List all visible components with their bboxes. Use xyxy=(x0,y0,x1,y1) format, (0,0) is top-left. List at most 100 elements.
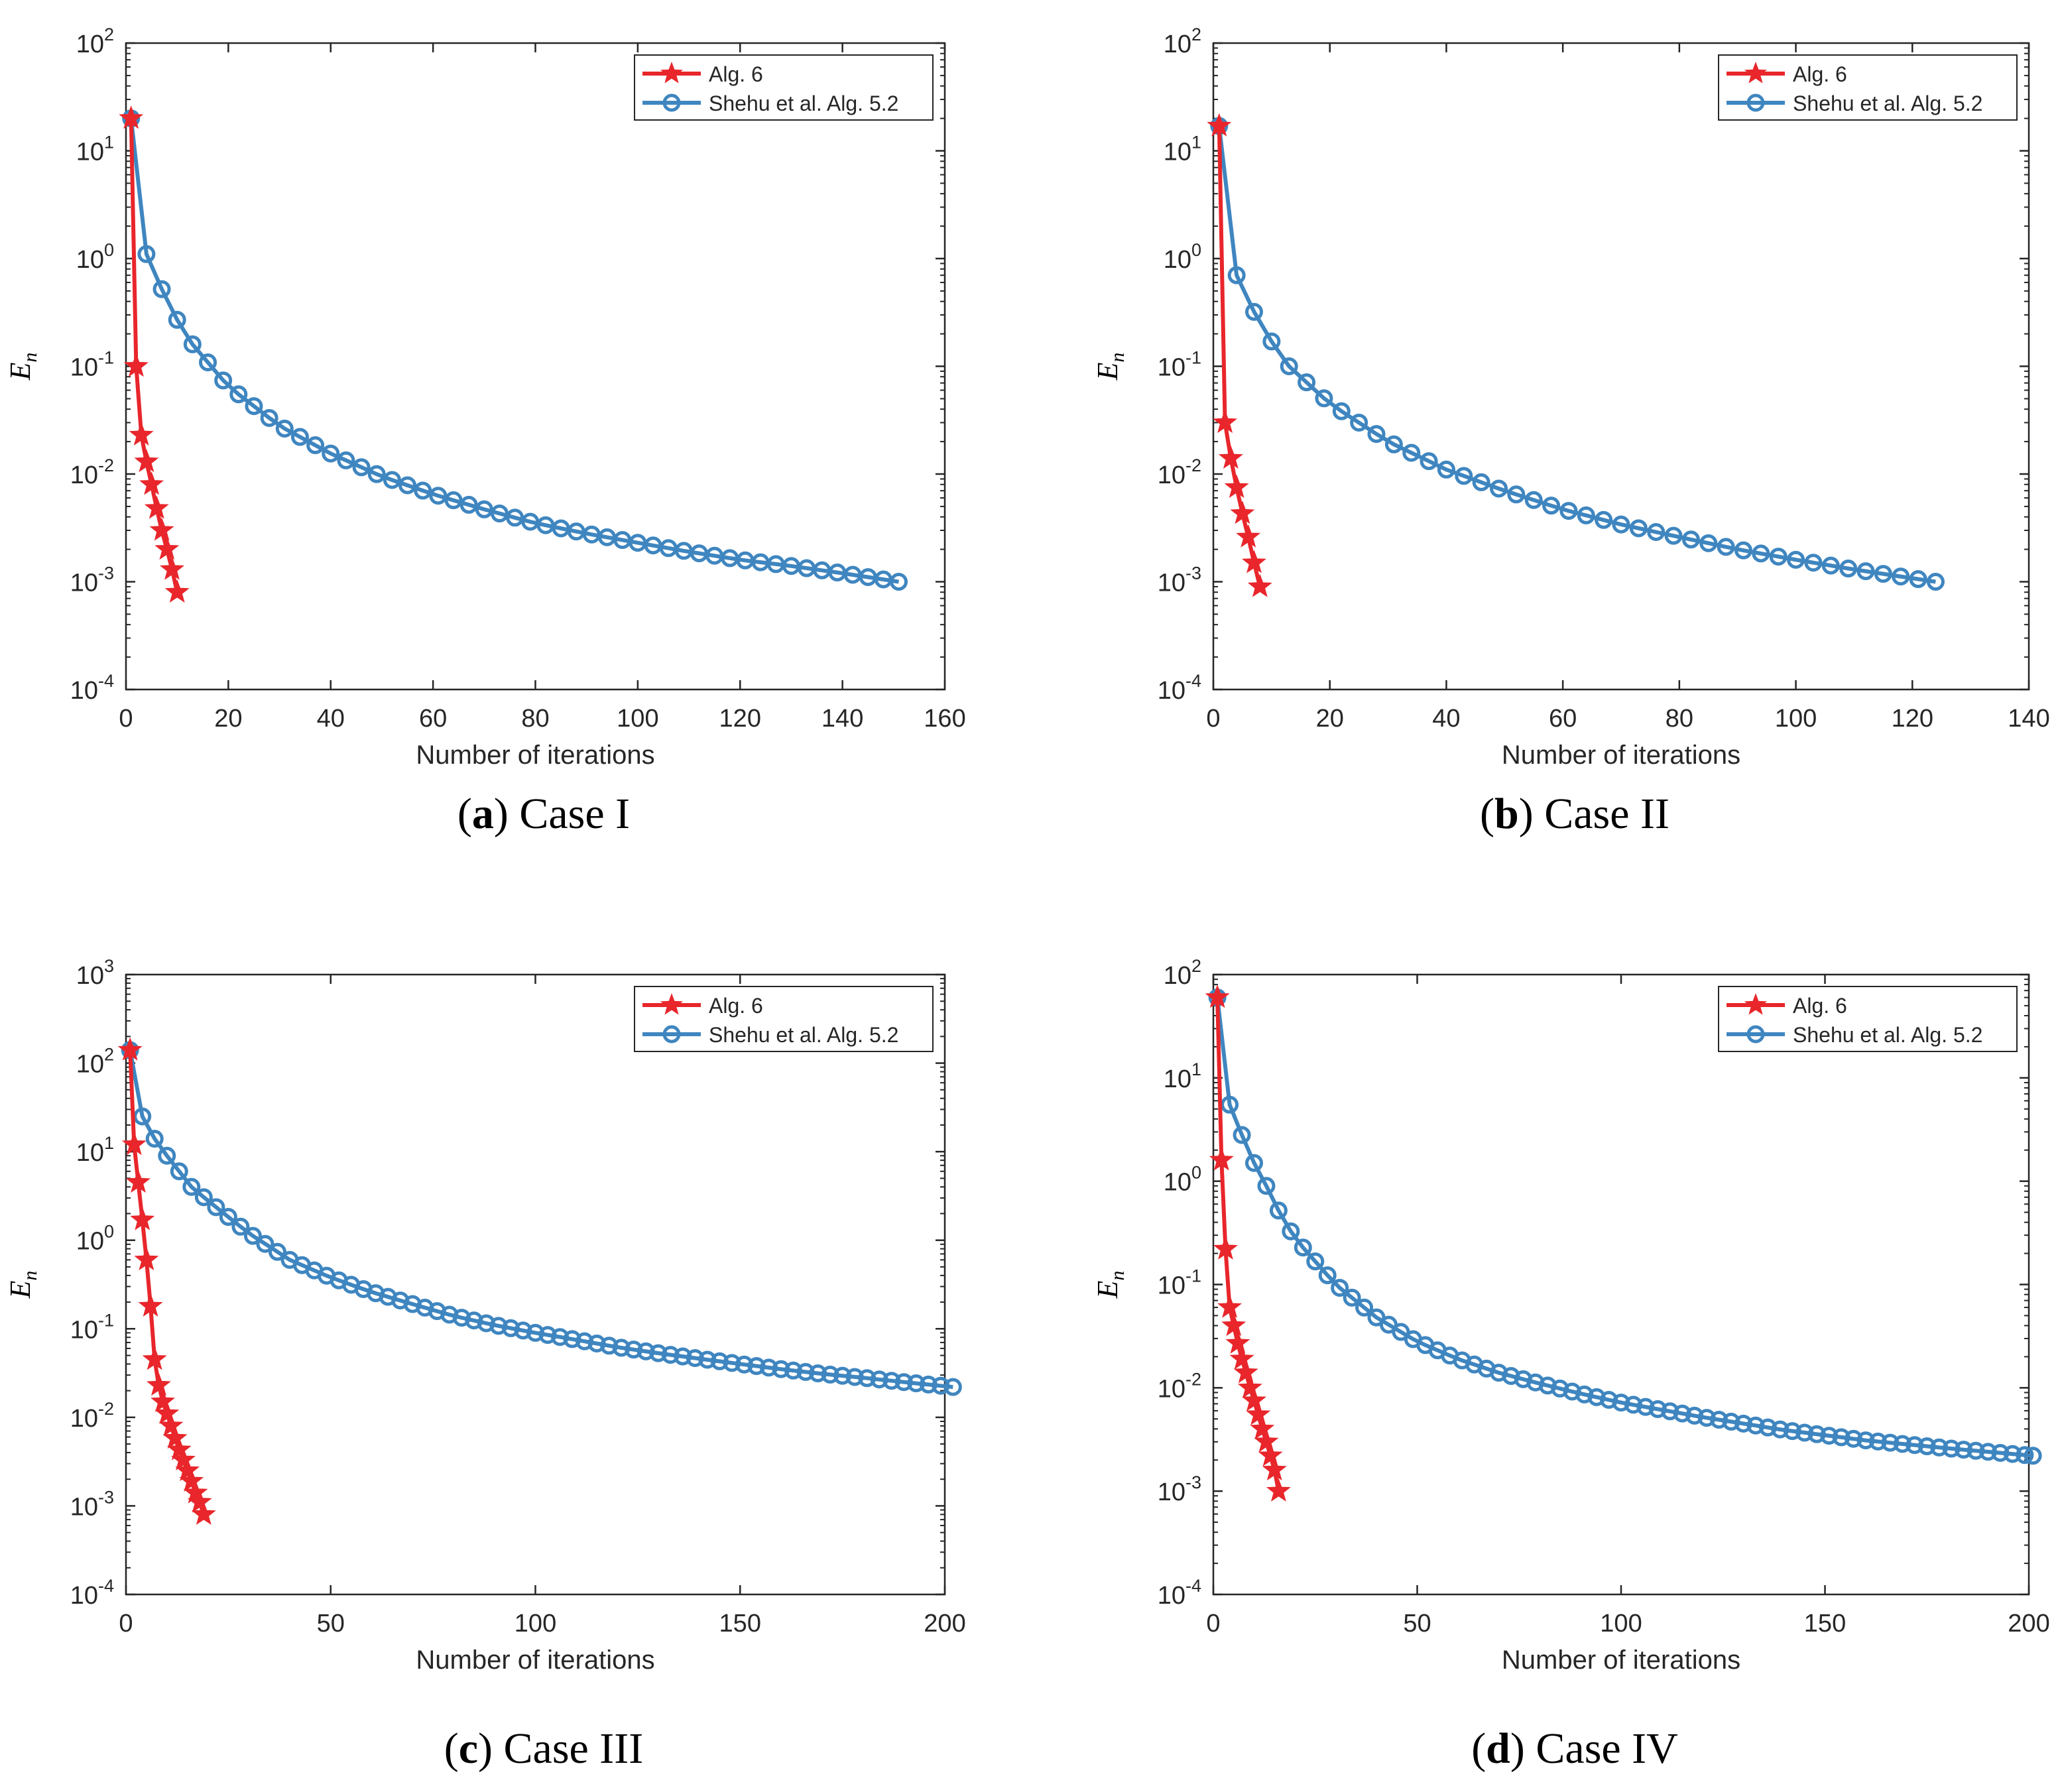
data-point-shehu xyxy=(747,1357,766,1376)
data-point-shehu xyxy=(1769,548,1788,566)
data-point-shehu xyxy=(674,1347,692,1366)
data-point-shehu xyxy=(735,1355,753,1374)
data-point-shehu xyxy=(444,491,463,510)
y-tick-label: 102 xyxy=(76,25,114,58)
data-point-shehu xyxy=(168,310,186,329)
y-axis-label: En xyxy=(4,353,41,381)
data-point-alg6 xyxy=(149,517,174,541)
legend-marker-circle xyxy=(1746,93,1765,112)
plot-area xyxy=(1212,42,2030,691)
data-point-shehu xyxy=(1734,1414,1752,1433)
data-point-alg6 xyxy=(146,1372,171,1396)
data-point-shehu xyxy=(245,397,263,416)
data-point-shehu xyxy=(759,1358,778,1377)
caption-text-a: Case I xyxy=(519,790,631,838)
data-point-shehu xyxy=(870,1370,888,1389)
caption-text-d: Case IV xyxy=(1536,1724,1678,1773)
data-point-shehu xyxy=(367,465,386,483)
y-axis-label: En xyxy=(4,1271,41,1299)
data-point-shehu xyxy=(1331,1278,1349,1297)
data-point-shehu xyxy=(2016,1446,2034,1464)
legend-marker-star xyxy=(660,993,684,1015)
panel-b: 0 20 40 60 80 100 120 140 10-4 10-3 10-2 10-1 100 101… xyxy=(1031,0,2062,895)
data-point-shehu xyxy=(1734,541,1752,560)
data-point-shehu xyxy=(1795,1423,1814,1442)
data-point-shehu xyxy=(1559,502,1578,520)
data-point-shehu xyxy=(1752,544,1770,563)
data-point-alg6 xyxy=(117,1037,143,1061)
data-point-shehu xyxy=(1524,491,1543,509)
data-point-shehu xyxy=(514,1321,532,1340)
y-tick-label: 100 xyxy=(1164,1163,1201,1197)
x-tick-label: 140 xyxy=(821,705,863,733)
legend-label: Shehu et al. Alg. 5.2 xyxy=(709,91,898,115)
data-point-alg6 xyxy=(166,1437,192,1461)
chart-d: 0 50 100 150 200 10-4 10-3 10-2 10-1 100 101 102 Num… xyxy=(1091,956,2050,1675)
data-point-shehu xyxy=(489,1317,508,1335)
y-tick-label: 10-3 xyxy=(70,1487,114,1521)
data-point-alg6 xyxy=(1236,524,1261,548)
data-point-shehu xyxy=(183,335,202,353)
y-tick-label: 10-3 xyxy=(1158,1472,1201,1506)
data-point-shehu xyxy=(1587,1388,1606,1406)
data-point-alg6 xyxy=(119,105,144,129)
x-axis-label: Number of iterations xyxy=(416,1645,654,1675)
data-point-shehu xyxy=(1906,1436,1924,1455)
data-point-shehu xyxy=(306,436,325,455)
data-point-shehu xyxy=(268,1242,286,1261)
data-point-shehu xyxy=(1807,1425,1826,1443)
data-point-shehu xyxy=(475,500,493,518)
data-point-alg6 xyxy=(179,1468,204,1492)
caption-letter-a: a xyxy=(471,790,494,838)
data-point-shehu xyxy=(1575,1385,1594,1404)
data-point-shehu xyxy=(1917,1437,1936,1456)
y-tick-label: 10-1 xyxy=(1158,1266,1201,1300)
data-point-shehu xyxy=(133,1107,152,1126)
data-point-shehu xyxy=(1624,1396,1642,1414)
data-point-shehu xyxy=(1930,1438,1949,1457)
data-point-shehu xyxy=(600,1337,619,1355)
data-point-shehu xyxy=(637,1342,655,1360)
data-point-shehu xyxy=(1455,467,1473,485)
data-point-shehu xyxy=(459,495,478,514)
x-tick-label: 150 xyxy=(1804,1610,1846,1638)
data-point-shehu xyxy=(1636,1398,1655,1416)
data-point-alg6 xyxy=(1217,1294,1243,1318)
data-point-shehu xyxy=(686,1349,704,1368)
data-point-shehu xyxy=(1282,1222,1300,1240)
y-tick-label: 10-2 xyxy=(1158,455,1201,489)
y-tick-label: 102 xyxy=(76,1045,114,1079)
y-tick-label: 10-2 xyxy=(70,1399,114,1433)
caption-letter-c: c xyxy=(458,1724,479,1773)
data-point-shehu xyxy=(1306,1252,1325,1271)
data-point-shehu xyxy=(1839,560,1858,578)
data-point-shehu xyxy=(214,371,233,390)
legend-marker-circle xyxy=(662,93,681,112)
legend-marker-circle xyxy=(1746,1025,1765,1044)
data-point-alg6 xyxy=(175,1457,200,1481)
y-tick-label: 10-1 xyxy=(1158,348,1201,382)
y-tick-label: 10-2 xyxy=(70,455,114,489)
data-point-shehu xyxy=(1722,1412,1740,1431)
series-line-shehu xyxy=(1217,125,1936,584)
data-point-alg6 xyxy=(1213,410,1238,434)
caption-c: (c) Case III xyxy=(444,1724,644,1773)
x-axis-label: Number of iterations xyxy=(1502,741,1740,770)
data-point-alg6 xyxy=(158,1413,184,1437)
data-point-shehu xyxy=(894,1373,913,1392)
x-tick-label: 200 xyxy=(2008,1610,2049,1638)
data-point-alg6 xyxy=(1221,1313,1246,1337)
data-point-shehu xyxy=(1979,1443,1997,1461)
data-point-shehu xyxy=(337,451,355,469)
data-point-shehu xyxy=(1783,1422,1801,1441)
y-axis-label: En xyxy=(1091,353,1128,381)
data-point-shehu xyxy=(907,1374,926,1393)
data-point-shehu xyxy=(275,420,294,438)
data-point-shehu xyxy=(1664,526,1683,545)
data-point-shehu xyxy=(1647,522,1666,541)
data-point-shehu xyxy=(1384,435,1403,453)
data-point-shehu xyxy=(1315,389,1333,408)
caption-letter-d: d xyxy=(1486,1724,1510,1773)
data-point-shehu xyxy=(260,408,278,427)
data-point-shehu xyxy=(194,1188,213,1207)
